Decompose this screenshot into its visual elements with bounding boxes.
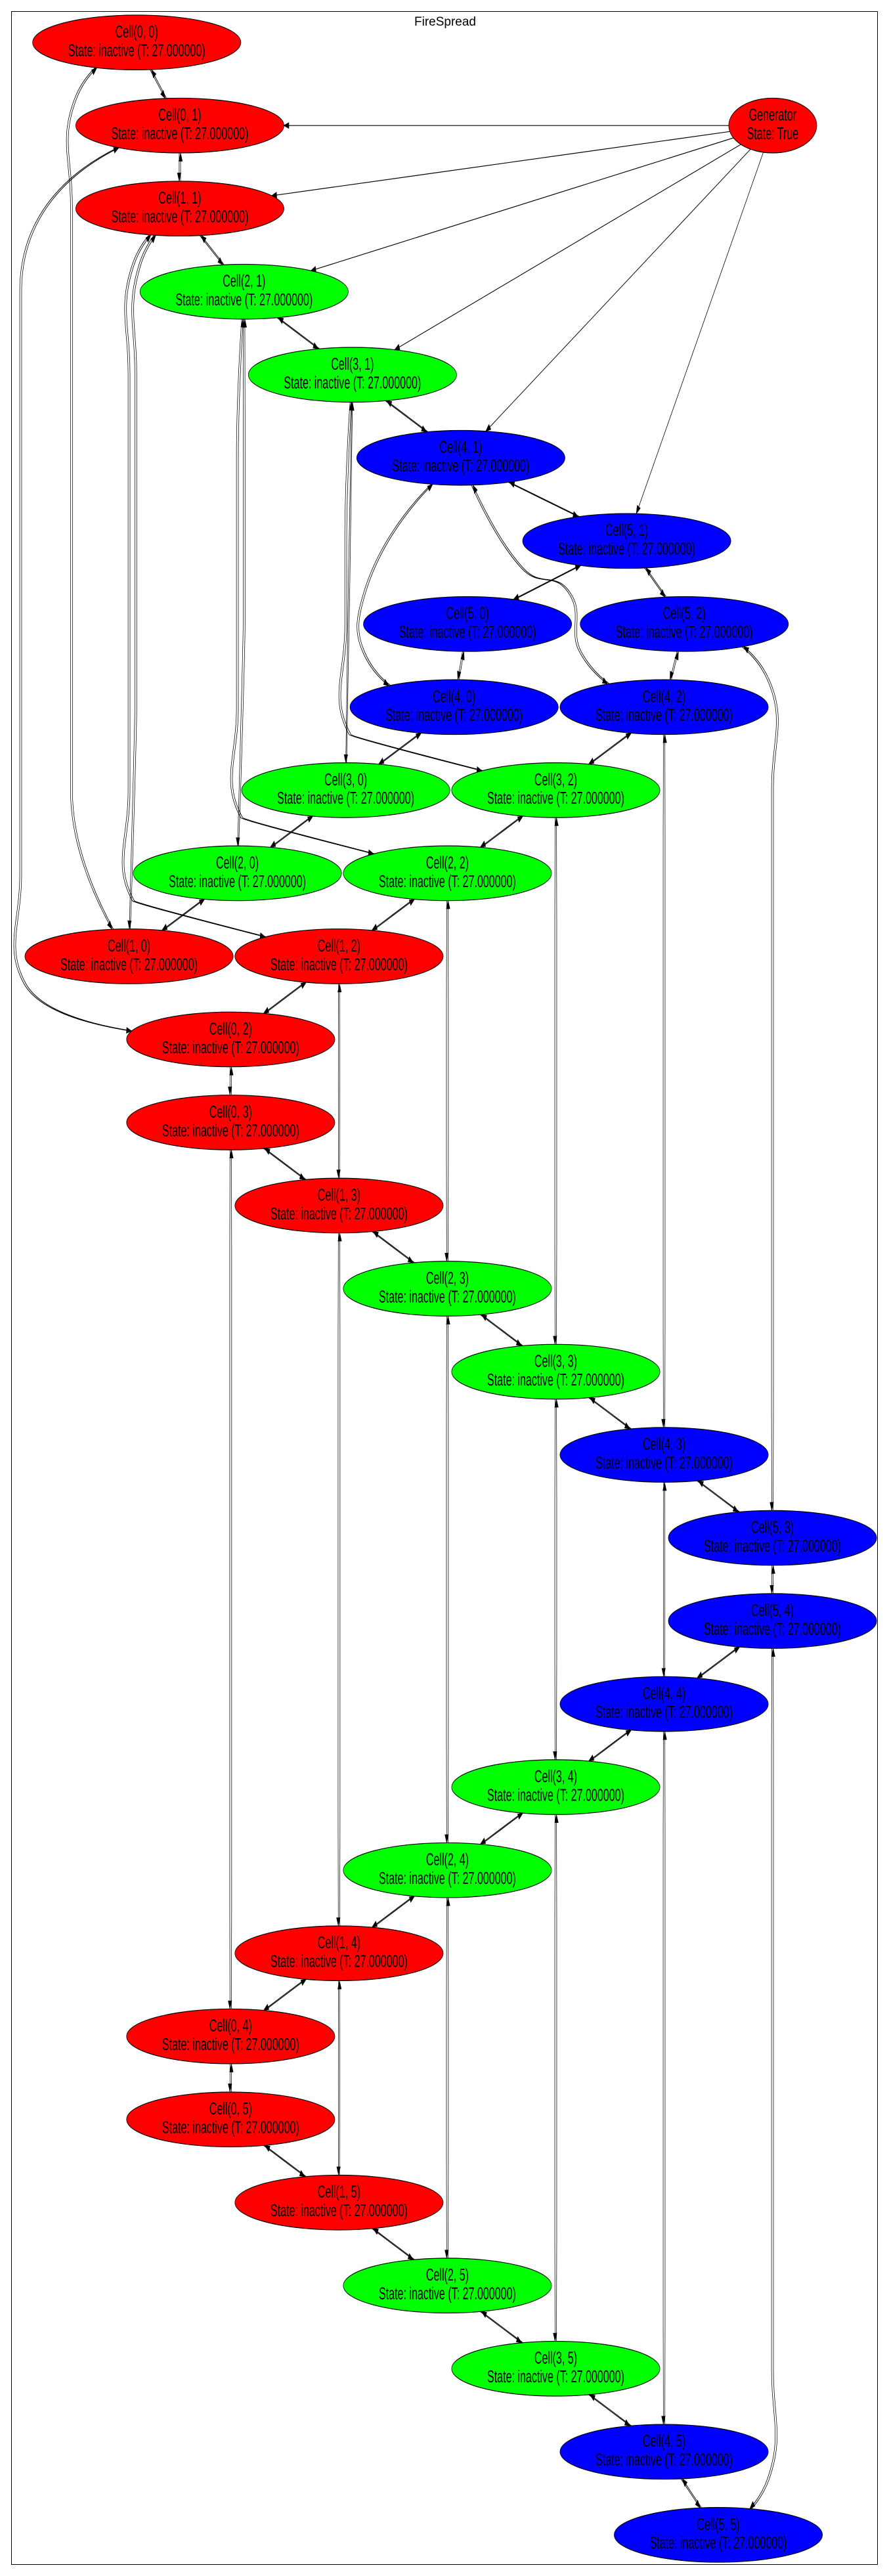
svg-text:State: inactive (T: 27.000000): State: inactive (T: 27.000000) <box>596 1452 733 1472</box>
svg-text:State: inactive (T: 27.000000): State: inactive (T: 27.000000) <box>271 2200 408 2220</box>
svg-text:State: inactive (T: 27.000000): State: inactive (T: 27.000000) <box>379 2284 516 2303</box>
svg-text:State: inactive (T: 27.000000): State: inactive (T: 27.000000) <box>379 871 516 891</box>
svg-text:State: inactive (T: 27.000000): State: inactive (T: 27.000000) <box>379 1868 516 1888</box>
svg-text:State: inactive (T: 27.000000): State: inactive (T: 27.000000) <box>277 788 414 808</box>
svg-text:Cell(0, 1): Cell(0, 1) <box>158 105 201 125</box>
svg-text:Cell(5, 0): Cell(5, 0) <box>446 603 489 623</box>
svg-text:Cell(0, 5): Cell(0, 5) <box>209 2099 252 2118</box>
svg-text:Cell(1, 4): Cell(1, 4) <box>318 1932 360 1952</box>
svg-text:Cell(1, 1): Cell(1, 1) <box>158 188 201 207</box>
svg-text:State: inactive (T: 27.000000): State: inactive (T: 27.000000) <box>111 206 248 226</box>
svg-text:Cell(4, 4): Cell(4, 4) <box>643 1683 685 1703</box>
svg-text:Cell(3, 0): Cell(3, 0) <box>324 770 367 789</box>
svg-text:Cell(1, 3): Cell(1, 3) <box>318 1185 360 1204</box>
svg-text:State: inactive (T: 27.000000): State: inactive (T: 27.000000) <box>704 1619 841 1638</box>
svg-text:Cell(4, 0): Cell(4, 0) <box>433 686 475 706</box>
svg-text:State: inactive (T: 27.000000): State: inactive (T: 27.000000) <box>68 40 206 60</box>
svg-text:Cell(2, 5): Cell(2, 5) <box>426 2265 469 2284</box>
svg-text:Cell(1, 2): Cell(1, 2) <box>318 936 360 955</box>
svg-text:Cell(2, 0): Cell(2, 0) <box>216 852 259 872</box>
svg-text:Cell(2, 1): Cell(2, 1) <box>223 271 265 291</box>
svg-text:Cell(2, 4): Cell(2, 4) <box>426 1849 469 1869</box>
svg-text:State: inactive (T: 27.000000): State: inactive (T: 27.000000) <box>487 788 624 808</box>
svg-text:Cell(0, 4): Cell(0, 4) <box>209 2016 252 2036</box>
svg-text:State: inactive (T: 27.000000): State: inactive (T: 27.000000) <box>162 2034 299 2054</box>
svg-text:State: True: State: True <box>747 123 799 143</box>
svg-text:State: inactive (T: 27.000000): State: inactive (T: 27.000000) <box>284 373 421 393</box>
svg-text:State: inactive (T: 27.000000): State: inactive (T: 27.000000) <box>704 1536 841 1556</box>
svg-text:Cell(1, 5): Cell(1, 5) <box>318 2182 360 2202</box>
svg-text:State: inactive (T: 27.000000): State: inactive (T: 27.000000) <box>175 290 313 309</box>
svg-text:Cell(3, 3): Cell(3, 3) <box>534 1351 577 1370</box>
svg-text:State: inactive (T: 27.000000): State: inactive (T: 27.000000) <box>392 456 529 475</box>
svg-text:State: inactive (T: 27.000000): State: inactive (T: 27.000000) <box>385 705 523 725</box>
svg-text:State: inactive (T: 27.000000): State: inactive (T: 27.000000) <box>596 705 733 725</box>
svg-text:State: inactive (T: 27.000000): State: inactive (T: 27.000000) <box>650 2533 787 2552</box>
svg-text:State: inactive (T: 27.000000): State: inactive (T: 27.000000) <box>271 1204 408 1223</box>
svg-text:State: inactive (T: 27.000000): State: inactive (T: 27.000000) <box>169 871 306 891</box>
svg-text:Cell(2, 3): Cell(2, 3) <box>426 1268 469 1288</box>
svg-text:Cell(1, 0): Cell(1, 0) <box>108 936 150 955</box>
svg-text:Cell(3, 1): Cell(3, 1) <box>331 354 374 374</box>
svg-text:Cell(3, 4): Cell(3, 4) <box>534 1766 577 1786</box>
svg-text:State: inactive (T: 27.000000): State: inactive (T: 27.000000) <box>271 954 408 974</box>
svg-text:State: inactive (T: 27.000000): State: inactive (T: 27.000000) <box>271 1951 408 1971</box>
svg-text:Cell(5, 5): Cell(5, 5) <box>697 2514 739 2534</box>
svg-text:Cell(3, 5): Cell(3, 5) <box>534 2348 577 2368</box>
svg-text:Cell(4, 5): Cell(4, 5) <box>643 2431 685 2451</box>
svg-text:State: inactive (T: 27.000000): State: inactive (T: 27.000000) <box>487 2367 624 2386</box>
svg-text:State: inactive (T: 27.000000): State: inactive (T: 27.000000) <box>596 2450 733 2470</box>
svg-text:Cell(4, 3): Cell(4, 3) <box>643 1434 685 1454</box>
svg-text:State: inactive (T: 27.000000): State: inactive (T: 27.000000) <box>596 1702 733 1722</box>
svg-text:Cell(3, 2): Cell(3, 2) <box>534 770 577 789</box>
svg-text:State: inactive (T: 27.000000): State: inactive (T: 27.000000) <box>162 1120 299 1140</box>
svg-text:Cell(4, 1): Cell(4, 1) <box>439 437 482 457</box>
svg-text:Generator: Generator <box>749 105 796 125</box>
svg-text:State: inactive (T: 27.000000): State: inactive (T: 27.000000) <box>558 539 695 559</box>
svg-text:Cell(2, 2): Cell(2, 2) <box>426 852 469 872</box>
svg-text:State: inactive (T: 27.000000): State: inactive (T: 27.000000) <box>162 2118 299 2137</box>
svg-text:State: inactive (T: 27.000000): State: inactive (T: 27.000000) <box>487 1370 624 1389</box>
svg-text:Cell(5, 3): Cell(5, 3) <box>751 1517 794 1537</box>
svg-text:Cell(0, 2): Cell(0, 2) <box>209 1018 252 1038</box>
svg-text:Cell(5, 2): Cell(5, 2) <box>663 603 706 623</box>
svg-text:Cell(4, 2): Cell(4, 2) <box>643 686 685 706</box>
svg-text:Cell(0, 3): Cell(0, 3) <box>209 1102 252 1122</box>
svg-text:State: inactive (T: 27.000000): State: inactive (T: 27.000000) <box>399 622 536 642</box>
svg-text:State: inactive (T: 27.000000): State: inactive (T: 27.000000) <box>379 1286 516 1306</box>
svg-text:State: inactive (T: 27.000000): State: inactive (T: 27.000000) <box>111 123 248 143</box>
svg-text:State: inactive (T: 27.000000): State: inactive (T: 27.000000) <box>60 954 198 974</box>
svg-text:Cell(5, 1): Cell(5, 1) <box>605 520 648 540</box>
svg-text:State: inactive (T: 27.000000): State: inactive (T: 27.000000) <box>162 1037 299 1057</box>
svg-text:State: inactive (T: 27.000000): State: inactive (T: 27.000000) <box>487 1785 624 1804</box>
svg-text:State: inactive (T: 27.000000): State: inactive (T: 27.000000) <box>616 622 753 642</box>
svg-text:Cell(5, 4): Cell(5, 4) <box>751 1600 794 1620</box>
